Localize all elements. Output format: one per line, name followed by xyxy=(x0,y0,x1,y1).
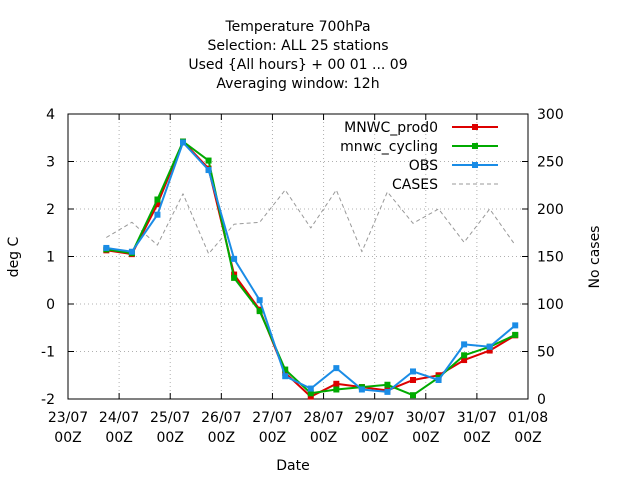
x-tick-label-hour: 00Z xyxy=(54,430,81,446)
data-point xyxy=(461,341,468,348)
title-line: Averaging window: 12h xyxy=(216,76,379,92)
grid-lines xyxy=(68,114,528,399)
data-point xyxy=(103,244,110,251)
x-tick-label-date: 31/07 xyxy=(457,410,497,426)
x-tick-label-date: 25/07 xyxy=(150,410,190,426)
axis-ticks: 23/07 00Z 24/07 00Z 25/07 00Z 26/07 00Z 27/07 00Z… xyxy=(41,107,564,446)
y2-axis-label: No cases xyxy=(587,226,603,289)
x-axis-label: Date xyxy=(276,458,309,474)
data-point xyxy=(384,381,391,388)
data-point xyxy=(512,322,519,329)
x-tick-label-hour: 00Z xyxy=(463,430,490,446)
x-tick-label-date: 26/07 xyxy=(201,410,241,426)
data-point xyxy=(282,369,289,376)
data-point xyxy=(486,343,493,350)
y-tick-label: -1 xyxy=(41,345,55,361)
data-point xyxy=(333,365,340,372)
data-point xyxy=(231,255,238,262)
data-point xyxy=(154,211,161,218)
x-tick-label-date: 30/07 xyxy=(406,410,446,426)
x-tick-label-hour: 00Z xyxy=(157,430,184,446)
legend-marker xyxy=(472,124,478,130)
legend: MNWC_prod0 mnwc_cycling OBS CASES xyxy=(340,120,498,193)
data-point xyxy=(307,393,314,400)
legend-label: OBS xyxy=(409,158,438,174)
y2-tick-label: 150 xyxy=(537,250,564,266)
legend-label: mnwc_cycling xyxy=(340,139,438,155)
x-tick-label-hour: 00Z xyxy=(412,430,439,446)
data-point xyxy=(461,352,468,359)
x-tick-label-date: 24/07 xyxy=(99,410,139,426)
data-point xyxy=(180,139,186,146)
legend-label: MNWC_prod0 xyxy=(344,120,438,136)
data-point xyxy=(435,377,442,383)
data-point xyxy=(282,366,289,373)
y-tick-label: 1 xyxy=(46,250,55,266)
y-tick-label: 2 xyxy=(46,202,55,218)
data-point xyxy=(307,385,314,392)
data-point xyxy=(461,357,468,364)
y2-tick-label: 250 xyxy=(537,155,564,171)
y-tick-label: -2 xyxy=(41,392,55,408)
data-point xyxy=(231,274,238,281)
title-line: Selection: ALL 25 stations xyxy=(207,38,388,54)
data-point xyxy=(410,392,416,399)
y2-tick-label: 300 xyxy=(537,107,564,123)
y2-tick-label: 200 xyxy=(537,202,564,218)
y-tick-label: 0 xyxy=(46,297,55,313)
x-tick-label-hour: 00Z xyxy=(259,430,286,446)
data-point xyxy=(256,308,263,315)
data-point xyxy=(410,377,416,383)
title-line: Used {All hours} + 00 01 ... 09 xyxy=(188,57,407,73)
x-tick-label-date: 27/07 xyxy=(252,410,292,426)
data-point xyxy=(307,390,314,397)
y-axis-label: deg C xyxy=(6,236,22,277)
legend-marker xyxy=(472,143,478,149)
title-line: Temperature 700hPa xyxy=(224,19,370,35)
x-tick-label-date: 23/07 xyxy=(48,410,88,426)
x-tick-label-hour: 00Z xyxy=(514,430,541,446)
series-line-cases xyxy=(106,189,516,255)
data-point xyxy=(486,347,493,354)
x-tick-label-date: 29/07 xyxy=(354,410,394,426)
data-point xyxy=(282,373,289,380)
data-point xyxy=(384,388,391,395)
legend-marker xyxy=(472,162,478,168)
y2-tick-label: 0 xyxy=(537,392,546,408)
y-tick-label: 4 xyxy=(46,107,55,123)
data-point xyxy=(154,196,161,203)
data-point xyxy=(410,368,416,375)
series-layer xyxy=(103,138,519,400)
chart-title: Temperature 700hPa Selection: ALL 25 stat… xyxy=(188,19,407,92)
x-tick-label-hour: 00Z xyxy=(361,430,388,446)
x-tick-label-hour: 00Z xyxy=(105,430,132,446)
legend-label: CASES xyxy=(392,177,438,193)
data-point xyxy=(333,386,340,393)
y2-tick-label: 100 xyxy=(537,297,564,313)
data-point xyxy=(333,380,340,387)
x-tick-label-date: 01/08 xyxy=(508,410,548,426)
data-point xyxy=(256,297,263,304)
data-point xyxy=(512,331,519,338)
data-point xyxy=(358,386,365,393)
data-point xyxy=(128,248,135,255)
x-tick-label-hour: 00Z xyxy=(208,430,235,446)
y2-tick-label: 50 xyxy=(537,345,555,361)
data-point xyxy=(205,167,212,174)
x-tick-label-hour: 00Z xyxy=(310,430,337,446)
data-point xyxy=(154,201,161,208)
y-tick-label: 3 xyxy=(46,155,55,171)
x-tick-label-date: 28/07 xyxy=(303,410,343,426)
data-point xyxy=(205,157,212,164)
